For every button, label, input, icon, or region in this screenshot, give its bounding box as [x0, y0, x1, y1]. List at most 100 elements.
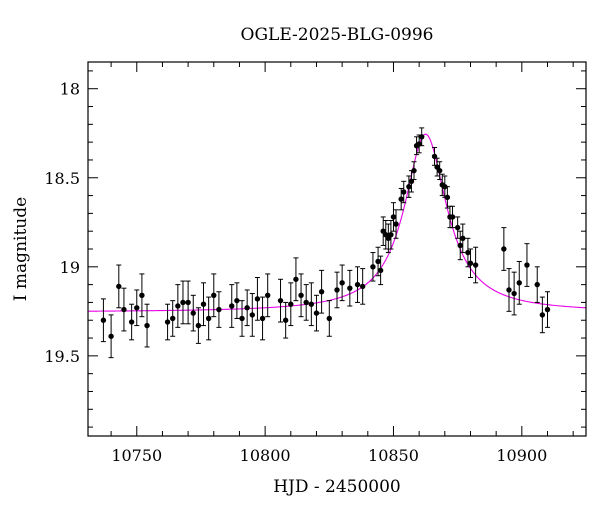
data-point: [436, 161, 443, 181]
plot-frame: [87, 61, 587, 437]
data-point: [431, 146, 438, 166]
data-marker: [501, 246, 507, 252]
data-point: [100, 298, 107, 343]
data-point: [308, 282, 315, 327]
data-marker: [359, 283, 366, 290]
data-marker: [444, 194, 451, 201]
data-point: [121, 287, 127, 332]
data-marker: [211, 292, 217, 299]
data-marker: [128, 319, 135, 325]
data-marker: [100, 317, 107, 323]
data-marker: [534, 281, 540, 288]
data-point: [544, 291, 551, 328]
data-point: [180, 280, 186, 325]
data-marker: [467, 260, 474, 266]
data-point: [457, 230, 463, 261]
data-point: [211, 273, 217, 318]
y-tick-label: 19: [60, 258, 80, 277]
data-point: [205, 296, 212, 341]
data-point: [318, 269, 325, 314]
data-marker: [254, 296, 261, 302]
data-marker: [419, 134, 425, 140]
data-marker: [303, 299, 309, 306]
data-marker: [288, 301, 294, 307]
data-point: [393, 209, 399, 239]
data-marker: [511, 290, 517, 297]
y-tick-label: 18.5: [44, 169, 80, 188]
data-point: [293, 257, 299, 302]
data-marker: [334, 287, 340, 293]
data-marker: [185, 299, 191, 306]
data-marker: [411, 167, 417, 174]
data-marker: [239, 315, 245, 322]
y-tick-label: 18: [60, 80, 80, 99]
data-marker: [277, 297, 284, 304]
data-marker: [244, 305, 250, 311]
data-point: [524, 243, 530, 287]
data-marker: [234, 297, 240, 304]
data-marker: [393, 221, 399, 227]
data-marker: [144, 322, 150, 329]
data-marker: [506, 287, 512, 293]
data-point: [239, 300, 245, 337]
data-point: [406, 175, 412, 198]
plot-area: [88, 127, 586, 359]
data-point: [234, 282, 240, 319]
data-point: [216, 291, 222, 328]
data-marker: [398, 196, 404, 202]
data-point: [411, 161, 417, 181]
data-marker: [293, 276, 299, 282]
data-point: [380, 216, 386, 246]
data-point: [388, 220, 394, 250]
data-point: [413, 136, 420, 156]
data-marker: [442, 183, 448, 190]
data-marker: [282, 317, 289, 323]
chart-title: OGLE-2025-BLG-0996: [241, 25, 434, 45]
data-marker: [318, 289, 325, 295]
data-marker: [516, 280, 522, 286]
data-point: [249, 293, 255, 337]
data-point: [467, 248, 474, 278]
axis-ticks: 10750 10800 10850 10900 18 18.5 19 19.5: [44, 62, 586, 465]
data-point: [298, 273, 304, 318]
data-point: [254, 276, 261, 321]
data-point: [385, 223, 392, 254]
data-point: [164, 303, 171, 341]
data-point: [419, 127, 425, 147]
data-marker: [390, 214, 397, 220]
data-point: [334, 271, 340, 309]
data-point: [401, 180, 407, 204]
data-point: [139, 273, 145, 318]
data-marker: [195, 322, 202, 329]
data-marker: [460, 235, 466, 242]
data-marker: [259, 315, 266, 322]
data-point: [501, 227, 507, 271]
data-point: [134, 289, 140, 327]
data-point: [442, 175, 448, 198]
data-point: [506, 268, 512, 312]
data-marker: [406, 183, 412, 190]
x-tick-label: 10850: [368, 446, 419, 465]
data-point: [259, 296, 266, 341]
data-point: [472, 246, 479, 284]
data-marker: [354, 281, 361, 288]
data-point: [313, 294, 320, 332]
data-marker: [370, 264, 376, 270]
data-marker: [175, 303, 181, 309]
data-marker: [388, 232, 394, 238]
x-tick-label: 10750: [111, 446, 162, 465]
data-marker: [465, 249, 471, 256]
data-marker: [229, 303, 235, 309]
data-marker: [339, 280, 345, 286]
data-point: [264, 273, 271, 318]
data-marker: [377, 267, 384, 274]
data-point: [370, 252, 376, 282]
data-point: [326, 300, 332, 337]
y-tick-label: 19.5: [44, 347, 80, 366]
data-point: [516, 260, 522, 305]
data-marker: [308, 301, 315, 307]
data-marker: [454, 224, 461, 231]
data-point: [190, 294, 196, 332]
data-point: [539, 296, 546, 334]
data-marker: [164, 319, 171, 325]
